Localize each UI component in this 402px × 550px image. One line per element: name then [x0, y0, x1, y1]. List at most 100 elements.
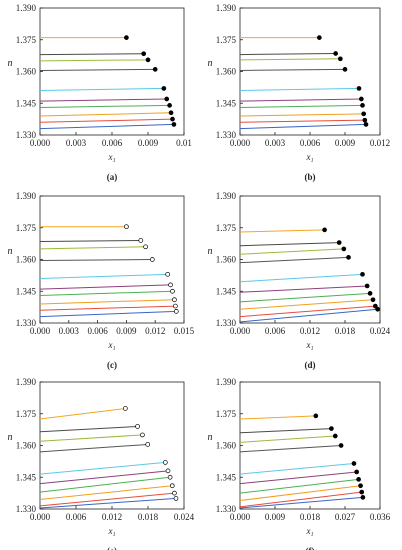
x-tick-label: 0.000	[230, 326, 251, 336]
y-tick-label: 1.375	[216, 409, 237, 419]
series-endpoint-marker	[173, 303, 178, 309]
x-tick-label: 0.006	[300, 138, 321, 148]
y-axis-label: n	[208, 246, 213, 257]
series-line	[239, 123, 367, 130]
y-tick-label: 1.345	[216, 286, 237, 296]
y-tick-label: 1.330	[16, 504, 37, 514]
y-tick-label: 1.390	[16, 191, 37, 201]
series-endpoint-marker	[354, 469, 360, 475]
series-endpoint-marker	[337, 56, 343, 62]
x-tick-label: 0.003	[66, 138, 87, 148]
y-tick-label: 1.330	[216, 130, 237, 140]
series-line	[239, 104, 363, 108]
series-endpoint-marker	[359, 489, 365, 495]
chart-panel: 1.330 1.345 1.360 1.375 1.390 0.000 0.003 0.006…	[8, 3, 192, 182]
series-line	[239, 305, 376, 318]
series-endpoint-marker	[173, 309, 179, 314]
series-endpoint-marker	[167, 474, 173, 480]
x-tick-label: 0.000	[30, 512, 51, 522]
series-line	[39, 485, 173, 500]
series-endpoint-marker	[356, 86, 362, 91]
series-line	[239, 242, 340, 247]
x-tick-label: 0.036	[370, 512, 391, 522]
x-axis-label: x₁	[305, 526, 313, 536]
panel-label: (a)	[107, 172, 118, 182]
x-tick-label: 0.003	[265, 138, 286, 148]
x-tick-label: 0.018	[335, 326, 356, 336]
x-tick-label: 0.024	[370, 326, 391, 336]
x-tick-label: 0.012	[102, 512, 122, 522]
x-tick-label: 0.000	[230, 512, 251, 522]
series-line	[39, 470, 169, 485]
y-tick-label: 1.360	[16, 67, 37, 77]
series-endpoint-marker	[313, 413, 319, 419]
series-line	[39, 461, 166, 475]
x-tick-label: 0.018	[138, 512, 159, 522]
series-endpoint-marker	[316, 35, 322, 40]
series-line	[39, 497, 177, 509]
x-tick-label: 0.009	[138, 138, 159, 148]
series-line	[239, 471, 357, 485]
y-tick-label: 1.360	[216, 255, 237, 265]
chart-panel: 1.330 1.345 1.360 1.375 1.390 0.000 0.009 0.018…	[208, 377, 391, 550]
series-line	[239, 256, 349, 264]
y-tick-label: 1.330	[16, 318, 37, 328]
series-line	[39, 123, 174, 130]
series-endpoint-marker	[143, 244, 148, 250]
y-tick-label: 1.330	[216, 318, 237, 328]
x-axis-label: x₁	[305, 152, 313, 162]
x-tick-label: 0.006	[66, 512, 87, 522]
series-endpoint-marker	[172, 490, 177, 496]
plot-frame	[39, 7, 185, 136]
series-line	[39, 476, 171, 493]
x-axis-label: x₁	[107, 340, 115, 350]
x-tick-label: 0.027	[335, 512, 356, 522]
x-tick-label: 0.000	[230, 138, 251, 148]
y-tick-label: 1.345	[16, 286, 37, 296]
series-line	[39, 59, 149, 62]
series-endpoint-marker	[351, 461, 357, 466]
series-endpoint-marker	[361, 111, 367, 117]
y-tick-label: 1.375	[16, 35, 37, 45]
series-endpoint-marker	[329, 426, 334, 431]
series-line	[39, 98, 167, 102]
series-endpoint-marker	[170, 116, 175, 122]
series-line	[239, 98, 362, 102]
series-line	[239, 273, 363, 283]
x-tick-label: 0.006	[102, 138, 123, 148]
series-endpoint-marker	[164, 96, 170, 102]
series-line	[39, 407, 126, 420]
series-line	[239, 478, 359, 494]
series-line	[239, 491, 362, 508]
series-endpoint-marker	[332, 433, 338, 439]
panel-label: (c)	[107, 360, 117, 370]
x-tick-label: 0.003	[59, 326, 80, 336]
x-tick-label: 0.012	[300, 326, 320, 336]
y-tick-label: 1.390	[16, 3, 37, 13]
series-endpoint-marker	[358, 483, 363, 489]
series-endpoint-marker	[161, 86, 167, 91]
series-endpoint-marker	[149, 257, 155, 262]
y-tick-label: 1.390	[216, 3, 237, 13]
series-line	[239, 496, 363, 509]
y-tick-label: 1.345	[216, 472, 237, 482]
series-endpoint-marker	[372, 303, 378, 309]
x-tick-label: 0.012	[145, 326, 165, 336]
series-line	[239, 462, 354, 475]
series-endpoint-marker	[358, 96, 364, 102]
series-endpoint-marker	[172, 297, 177, 303]
y-tick-label: 1.390	[216, 377, 237, 387]
series-endpoint-marker	[346, 255, 351, 260]
x-tick-label: 0.015	[174, 326, 195, 336]
series-endpoint-marker	[135, 424, 140, 429]
series-line	[39, 425, 138, 433]
y-tick-label: 1.330	[216, 504, 237, 514]
series-endpoint-marker	[360, 495, 366, 500]
series-line	[39, 290, 173, 296]
y-axis-label: n	[8, 246, 13, 257]
series-line	[39, 299, 175, 305]
series-endpoint-marker	[336, 240, 342, 245]
x-tick-label: 0.01	[176, 138, 192, 148]
series-endpoint-marker	[333, 51, 339, 56]
series-endpoint-marker	[364, 283, 370, 289]
